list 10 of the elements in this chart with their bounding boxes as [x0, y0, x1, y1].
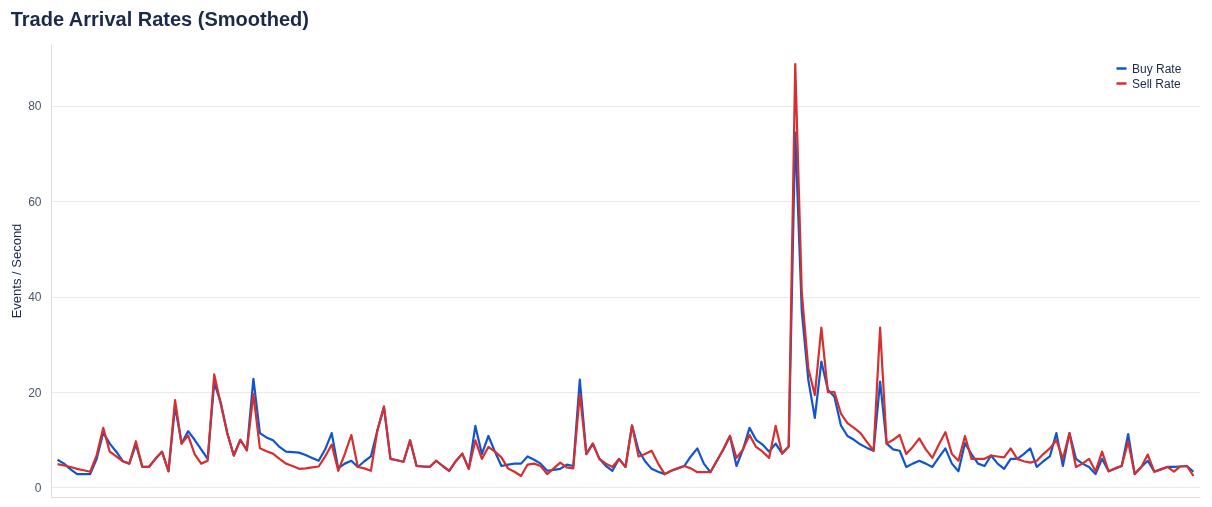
line-series	[56, 62, 1195, 478]
legend-label: Sell Rate	[1132, 76, 1182, 91]
y-axis-title: Events / Second	[9, 223, 25, 319]
y-tick-label: 60	[28, 194, 42, 209]
legend-label: Buy Rate	[1132, 61, 1182, 76]
y-tick-label: 20	[28, 385, 42, 400]
y-tick-label: 40	[28, 290, 42, 305]
y-tick-label: 0	[34, 480, 42, 495]
chart-title: Trade Arrival Rates (Smoothed)	[10, 8, 309, 30]
y-tick-label: 80	[28, 99, 42, 114]
